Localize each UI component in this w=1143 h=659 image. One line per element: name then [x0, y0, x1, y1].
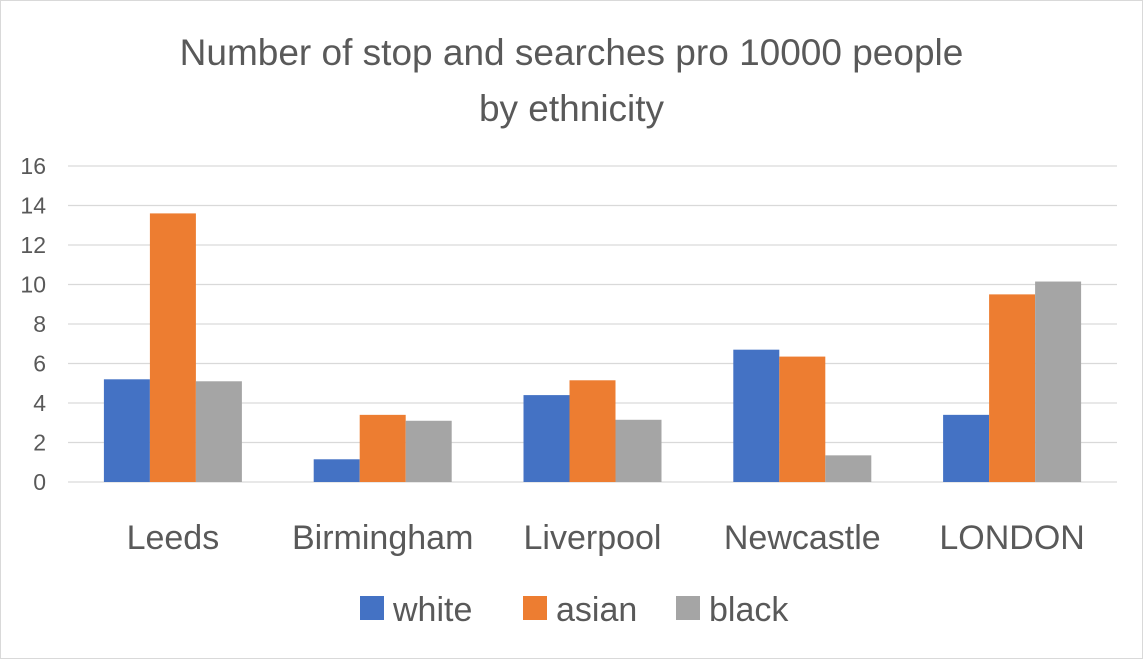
bars [103, 213, 1082, 482]
y-tick-label: 0 [33, 469, 46, 495]
bar-black-leeds [195, 381, 242, 482]
y-tick-label: 16 [20, 153, 46, 179]
y-axis-tick-labels: 0 2 4 6 8 10 12 14 16 [20, 153, 46, 495]
legend-swatch-black [676, 596, 700, 620]
bar-asian-newcastle [779, 356, 826, 482]
legend: white asian black [360, 591, 789, 629]
bar-white-birmingham [313, 459, 360, 482]
x-axis-tick-labels: Leeds Birmingham Liverpool Newcastle LONDON [127, 519, 1085, 557]
y-tick-label: 8 [33, 311, 46, 337]
y-tick-label: 6 [33, 351, 46, 377]
legend-swatch-white [360, 596, 384, 620]
x-tick-label: Liverpool [524, 519, 662, 557]
bar-black-london [1035, 281, 1082, 482]
x-tick-label: Newcastle [724, 519, 881, 557]
bar-black-liverpool [615, 419, 662, 482]
bar-black-birmingham [405, 420, 452, 482]
bar-asian-birmingham [359, 414, 406, 482]
bar-white-london [943, 414, 990, 482]
x-tick-label: Birmingham [292, 519, 473, 557]
bar-asian-leeds [149, 213, 196, 482]
bar-white-leeds [103, 379, 150, 482]
x-tick-label: LONDON [939, 519, 1084, 557]
chart-title-line-2: by ethnicity [478, 88, 665, 129]
legend-swatch-asian [523, 596, 547, 620]
y-tick-label: 4 [33, 390, 46, 416]
y-tick-label: 10 [20, 272, 46, 298]
y-tick-label: 12 [20, 232, 46, 258]
bar-black-newcastle [825, 455, 872, 482]
y-tick-label: 2 [33, 430, 46, 456]
bar-white-liverpool [523, 395, 570, 482]
legend-label-white: white [392, 591, 472, 629]
bar-asian-liverpool [569, 380, 616, 482]
x-tick-label: Leeds [127, 519, 220, 557]
legend-label-black: black [709, 591, 789, 629]
bar-asian-london [989, 294, 1036, 482]
bar-white-newcastle [733, 349, 780, 482]
legend-label-asian: asian [556, 591, 637, 629]
y-tick-label: 14 [20, 193, 46, 219]
chart-title-line-1: Number of stop and searches pro 10000 pe… [179, 32, 964, 73]
